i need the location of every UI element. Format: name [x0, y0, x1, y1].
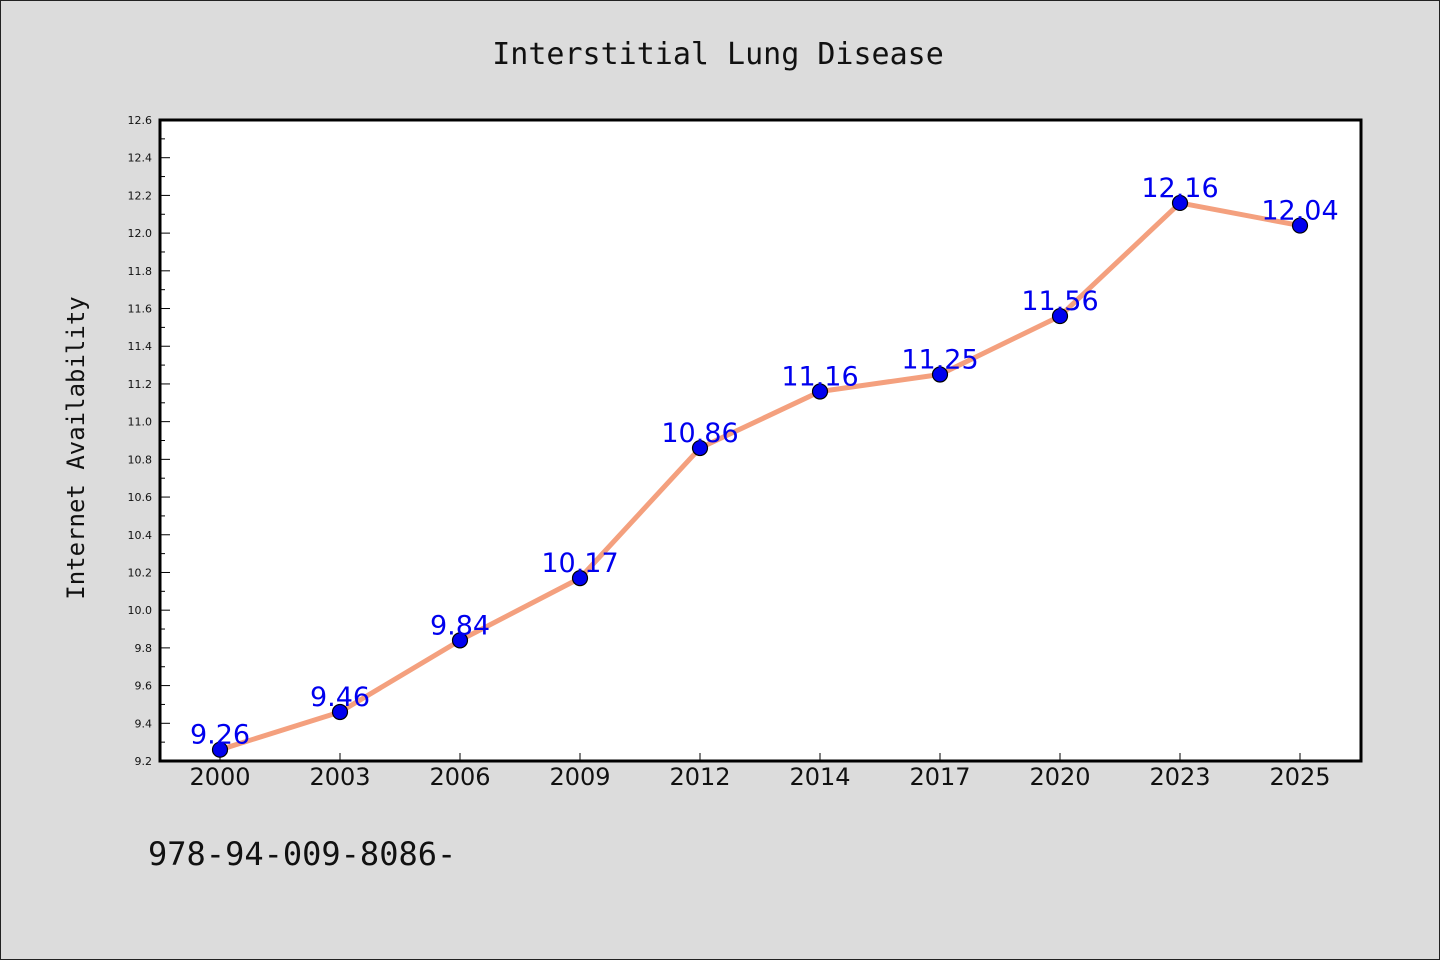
- y-tick-label: 11.6: [128, 303, 153, 316]
- y-tick-label: 10.6: [128, 491, 153, 504]
- data-point: [931, 366, 949, 383]
- data-point: [451, 632, 469, 649]
- y-tick-label: 11.0: [128, 416, 153, 429]
- marker-layer: [211, 194, 1309, 758]
- y-tick-label: 10.4: [128, 529, 153, 542]
- x-tick-label: 2012: [669, 763, 730, 791]
- x-axis: 2000 2003 2006 2009 2012 2014 2017 2020 2023 2025: [189, 753, 1331, 791]
- x-tick-label: 2006: [429, 763, 490, 791]
- x-tick-label: 2014: [789, 763, 850, 791]
- y-tick-label: 11.2: [128, 378, 153, 391]
- data-label: 10.86: [661, 418, 738, 449]
- y-tick-label: 11.8: [128, 265, 153, 278]
- y-tick-label: 12.6: [128, 114, 153, 127]
- data-label: 9.84: [430, 610, 490, 641]
- data-point: [811, 383, 829, 400]
- data-point: [1051, 307, 1069, 325]
- y-axis: 9.2 9.4 9.6 9.8 10.0 10.2 10.4 10.6 10.8 11.0 11.2…: [128, 114, 170, 768]
- y-tick-label: 10.2: [128, 566, 153, 579]
- series-line: [217, 200, 1303, 753]
- data-label: 10.17: [541, 548, 618, 579]
- y-tick-label: 9.4: [135, 717, 153, 730]
- y-tick-label: 10.0: [128, 604, 153, 617]
- y-tick-label: 12.4: [128, 152, 153, 165]
- data-label: 12.04: [1261, 196, 1338, 227]
- plot-border: [158, 118, 1363, 763]
- data-label: 9.26: [190, 720, 250, 751]
- y-tick-label: 12.2: [128, 189, 153, 202]
- data-label: 9.46: [310, 682, 370, 713]
- data-label: 11.25: [901, 345, 978, 376]
- y-tick-label: 9.6: [135, 680, 153, 693]
- data-point: [571, 570, 589, 587]
- chart-title: Interstitial Lung Disease: [492, 37, 944, 72]
- y-tick-label: 9.8: [135, 642, 153, 655]
- y-axis-label: Internet Availability: [62, 296, 90, 599]
- x-tick-label: 2017: [909, 763, 970, 791]
- x-tick-label: 2000: [189, 763, 250, 791]
- x-tick-label: 2023: [1149, 763, 1210, 791]
- y-tick-label: 10.8: [128, 453, 153, 466]
- x-tick-label: 2020: [1029, 763, 1090, 791]
- plot-area: [160, 120, 1361, 761]
- data-label: 11.16: [781, 361, 858, 392]
- footer-text: 978-94-009-8086-: [148, 835, 456, 873]
- data-point: [691, 439, 709, 457]
- data-label-layer: 9.26 9.46 9.84 10.17 10.86 11.16 11.25 11.56 12.…: [190, 173, 1339, 751]
- y-tick-label: 12.0: [128, 227, 153, 240]
- series-layer: [217, 200, 1303, 753]
- data-point: [1171, 194, 1189, 212]
- y-tick-label: 11.4: [128, 340, 153, 353]
- data-label: 12.16: [1141, 173, 1218, 204]
- x-tick-label: 2009: [549, 763, 610, 791]
- y-tick-label: 9.2: [135, 755, 153, 768]
- data-point: [211, 741, 229, 758]
- data-point: [1291, 217, 1309, 234]
- x-tick-label: 2003: [309, 763, 370, 791]
- data-point: [331, 703, 349, 721]
- x-tick-label: 2025: [1269, 763, 1330, 791]
- data-label: 11.56: [1021, 286, 1098, 317]
